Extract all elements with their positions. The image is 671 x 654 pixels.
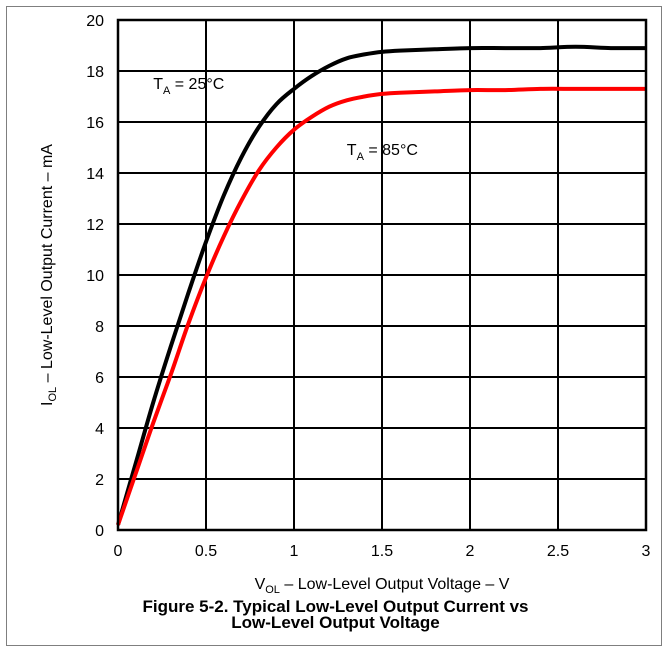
figure-frame: [6, 6, 662, 646]
annotation-85c-main: T: [347, 142, 357, 159]
x-axis-label-main: V: [255, 576, 266, 593]
x-tick-label: 2.5: [547, 543, 569, 560]
annotation-85c-sub: A: [357, 151, 365, 163]
x-tick-label: 3: [642, 543, 651, 560]
annotation-25c-main: T: [153, 76, 163, 93]
y-axis-label-main: I: [39, 402, 56, 406]
figure-caption-line2: Low-Level Output Voltage: [231, 613, 440, 632]
x-tick-label: 2: [466, 543, 475, 560]
y-tick-label: 12: [86, 217, 104, 234]
y-tick-label: 14: [86, 166, 104, 183]
y-tick-label: 6: [95, 370, 104, 387]
y-tick-label: 0: [95, 523, 104, 540]
x-axis-label: VOL – Low-Level Output Voltage – V: [255, 576, 510, 596]
x-tick-label: 0.5: [195, 543, 217, 560]
y-axis-label-rest: – Low-Level Output Current – mA: [39, 144, 56, 387]
series-line-0: [116, 44, 647, 526]
annotation-25c-rest: = 25°C: [170, 76, 224, 93]
plot-border: [116, 18, 648, 532]
x-tick-labels: 0 0.5 1 1.5 2 2.5 3: [114, 543, 651, 560]
x-tick-label: 1.5: [371, 543, 393, 560]
y-axis-label-sub: OL: [47, 387, 59, 402]
x-tick-label: 1: [290, 543, 299, 560]
y-axis-label: IOL – Low-Level Output Current – mA: [39, 144, 59, 406]
y-tick-label: 10: [86, 268, 104, 285]
series-line-1: [116, 86, 646, 526]
y-tick-label: 8: [95, 319, 104, 336]
y-tick-label: 16: [86, 115, 104, 132]
figure-caption-line1: Figure 5-2. Typical Low-Level Output Cur…: [142, 597, 529, 616]
x-axis-label-sub: OL: [265, 584, 280, 596]
y-tick-labels: 0 2 4 6 8 10 12 14 16 18 20: [86, 13, 104, 540]
series-annotation-25c: TA = 25°C: [153, 76, 224, 97]
y-tick-label: 20: [86, 13, 104, 30]
grid: [117, 19, 647, 531]
y-tick-label: 4: [95, 421, 104, 438]
series-annotation-85c: TA = 85°C: [347, 142, 418, 163]
x-tick-label: 0: [114, 543, 123, 560]
plot-area-border: [116, 18, 648, 532]
series-layer: [116, 44, 647, 526]
y-tick-label: 2: [95, 472, 104, 489]
y-tick-label: 18: [86, 64, 104, 81]
annotation-25c-sub: A: [163, 85, 171, 97]
annotation-85c-rest: = 85°C: [364, 142, 418, 159]
x-axis-label-rest: – Low-Level Output Voltage – V: [280, 576, 510, 593]
